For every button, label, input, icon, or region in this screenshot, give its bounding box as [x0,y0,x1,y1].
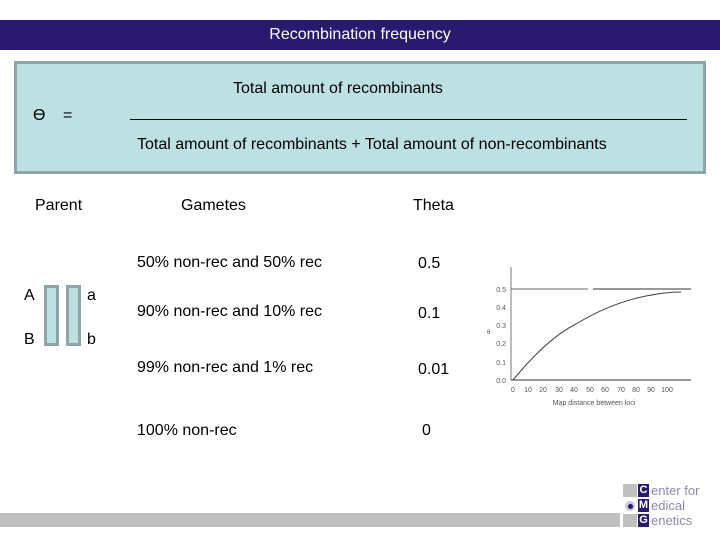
allele-b: b [87,331,96,348]
svg-text:Map distance between loci: Map distance between loci [553,400,636,407]
header-theta: Theta [413,197,454,214]
logo-text-line1: enter for [651,483,700,498]
equals-sign: = [63,107,73,124]
allele-a: a [87,287,96,304]
logo-dot-inner [628,504,633,509]
logo-text-line2: edical [651,498,685,513]
gametes-row-1: 50% non-rec and 50% rec [137,254,322,271]
svg-text:0.2: 0.2 [496,341,506,348]
allele-A: A [24,287,35,304]
gametes-row-3: 99% non-rec and 1% rec [137,359,314,376]
slide-title: Recombination frequency [269,26,451,43]
header-gametes: Gametes [181,197,246,214]
theta-row-3: 0.01 [418,361,450,378]
theta-row-2: 0.1 [418,305,441,322]
chromosome-left [44,285,59,346]
svg-text:40: 40 [570,387,578,394]
svg-text:30: 30 [555,387,563,394]
logo-letter-m: M [638,499,649,512]
svg-text:0.0: 0.0 [496,378,506,385]
footer-bar [0,513,620,527]
logo-block-3 [623,514,637,527]
allele-B: B [24,331,35,348]
svg-text:0.3: 0.3 [496,323,506,330]
theta-symbol: ϴ [33,107,46,124]
svg-text:70: 70 [617,387,625,394]
formula-numerator: Total amount of recombinants [233,80,443,97]
logo-letter-c: C [638,484,649,497]
svg-text:0.5: 0.5 [496,287,506,294]
logo-block-1 [623,484,637,497]
svg-text:80: 80 [632,387,640,394]
chromosome-right [66,285,81,346]
svg-text:50: 50 [586,387,594,394]
svg-text:0.4: 0.4 [496,305,506,312]
svg-text:90: 90 [647,387,655,394]
svg-text:θ: θ [487,330,491,336]
svg-text:0: 0 [511,387,515,394]
svg-text:0.1: 0.1 [496,360,506,367]
svg-text:20: 20 [539,387,547,394]
header-parent: Parent [35,197,83,214]
logo-letter-g: G [638,514,649,527]
svg-text:60: 60 [601,387,609,394]
formula-box [14,61,706,174]
svg-text:10: 10 [524,387,532,394]
gametes-row-2: 90% non-rec and 10% rec [137,303,322,320]
fraction-line [130,119,687,120]
slide-title-bar: Recombination frequency [0,20,720,50]
theta-row-4: 0 [422,422,431,439]
theta-row-1: 0.5 [418,255,441,272]
svg-text:100: 100 [661,387,673,394]
logo-text-line3: enetics [651,513,693,528]
formula-denominator: Total amount of recombinants + Total amo… [137,136,607,153]
gametes-row-4: 100% non-rec [137,422,237,439]
theta-vs-distance-chart: 0.0 0.1 0.2 0.3 0.4 0.5 θ 0 10 20 30 40 50 60 70 8… [487,267,691,407]
